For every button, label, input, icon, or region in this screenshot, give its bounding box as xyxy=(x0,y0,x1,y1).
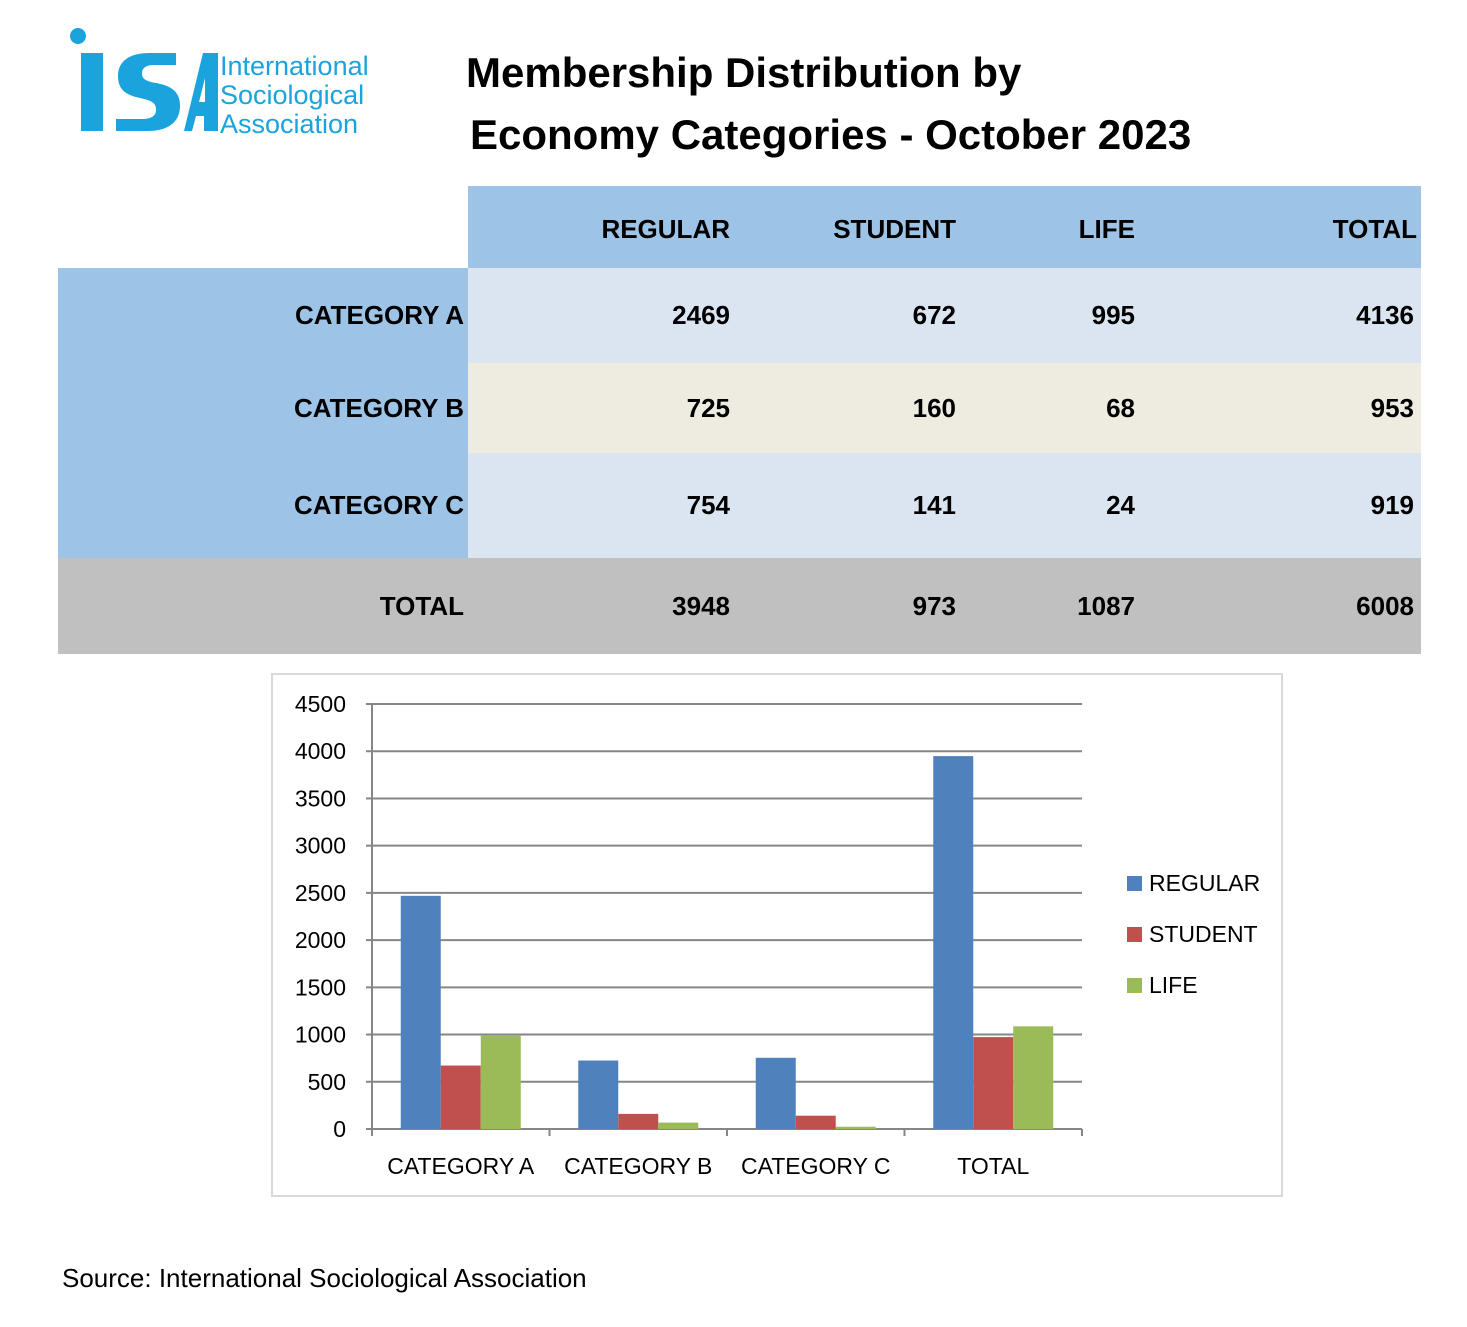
header-total: TOTAL xyxy=(1332,213,1417,244)
cell-total: 4136 xyxy=(1356,300,1414,330)
cell-regular: 2469 xyxy=(672,300,730,330)
header-background xyxy=(468,186,1421,268)
cell-regular: 725 xyxy=(686,392,730,423)
logo-line-3: Association xyxy=(220,109,359,139)
isa-logo-mark xyxy=(70,28,218,131)
row-label: CATEGORY B xyxy=(294,392,464,423)
legend-label: LIFE xyxy=(1149,972,1198,998)
cell-student: 973 xyxy=(912,590,956,621)
header-student: STUDENT xyxy=(833,213,956,244)
bar-regular xyxy=(578,1060,619,1129)
cell-life: 68 xyxy=(1106,392,1135,423)
cell-life: 1087 xyxy=(1077,590,1135,621)
legend-label: STUDENT xyxy=(1149,921,1258,947)
isa-logo-wordmark: International Sociological Association xyxy=(220,52,369,139)
bar-life xyxy=(658,1122,699,1129)
bar-life xyxy=(1013,1026,1054,1129)
source-note: Source: International Sociological Assoc… xyxy=(62,1263,587,1293)
y-tick-label: 3500 xyxy=(295,785,346,811)
cell-total: 6008 xyxy=(1356,590,1414,621)
x-tick-label: CATEGORY B xyxy=(564,1153,712,1179)
legend-swatch xyxy=(1127,978,1142,993)
logo-line-1: International xyxy=(220,51,369,81)
bar-regular xyxy=(755,1057,796,1129)
x-tick-label: CATEGORY A xyxy=(387,1153,535,1179)
cell-total: 953 xyxy=(1370,392,1414,423)
chart-frame: 0 500 1000 1500 2000 2500 3000 3500 4000 4500 CATE… xyxy=(271,673,1283,1197)
row-background xyxy=(468,268,1421,363)
y-tick-label: 4500 xyxy=(295,691,346,717)
legend-item: STUDENT xyxy=(1127,921,1258,948)
logo-line-2: Sociological xyxy=(220,80,365,110)
y-tick-label: 1000 xyxy=(295,1022,346,1048)
title-line-2: Economy Categories - October 2023 xyxy=(470,111,1192,158)
header-life: LIFE xyxy=(1078,213,1135,244)
bar-student xyxy=(795,1115,836,1129)
cell-student: 141 xyxy=(912,490,956,520)
bar-regular xyxy=(400,895,441,1129)
y-tick-label: 2000 xyxy=(295,927,346,953)
cell-regular: 3948 xyxy=(672,590,730,621)
table-total-row: TOTAL 3948 973 1087 6008 xyxy=(58,558,1421,654)
bar-student xyxy=(973,1037,1014,1129)
x-tick-label: TOTAL xyxy=(957,1153,1029,1179)
cell-student: 672 xyxy=(912,300,956,330)
bar-life xyxy=(835,1126,876,1129)
bar-student xyxy=(440,1065,481,1129)
legend-swatch xyxy=(1127,876,1142,891)
row-label: TOTAL xyxy=(379,590,464,621)
x-tick-label: CATEGORY C xyxy=(741,1153,891,1179)
y-tick-label: 500 xyxy=(308,1069,346,1095)
y-tick-label: 4000 xyxy=(295,738,346,764)
row-background xyxy=(468,363,1421,453)
bar-life xyxy=(480,1035,521,1129)
cell-life: 995 xyxy=(1091,300,1135,330)
table-row: CATEGORY C 754 141 24 919 xyxy=(58,453,1421,558)
row-label: CATEGORY C xyxy=(294,490,464,520)
bar-regular xyxy=(933,756,974,1129)
row-background xyxy=(468,453,1421,558)
y-tick-label: 2500 xyxy=(295,880,346,906)
cell-regular: 754 xyxy=(686,490,730,520)
table-row: CATEGORY B 725 160 68 953 xyxy=(58,363,1421,453)
header-regular: REGULAR xyxy=(601,213,730,244)
legend-item: LIFE xyxy=(1127,972,1198,999)
bar-chart: 0 500 1000 1500 2000 2500 3000 3500 4000 4500 CATE… xyxy=(295,691,1083,1179)
row-label: CATEGORY A xyxy=(294,300,464,330)
y-tick-label: 1500 xyxy=(295,974,346,1000)
isa-logo: International Sociological Association xyxy=(68,26,428,146)
cell-student: 160 xyxy=(912,392,956,423)
y-tick-label: 3000 xyxy=(295,833,346,859)
table-header-row: REGULAR STUDENT LIFE TOTAL xyxy=(58,186,1421,268)
y-tick-label: 0 xyxy=(333,1116,346,1142)
bar-student xyxy=(618,1113,659,1129)
row-label-background xyxy=(58,268,468,558)
legend-swatch xyxy=(1127,927,1142,942)
page-title: Membership Distribution by Economy Categ… xyxy=(466,42,1191,166)
cell-life: 24 xyxy=(1106,490,1135,520)
cell-total: 919 xyxy=(1370,490,1414,520)
legend-item: REGULAR xyxy=(1127,870,1260,897)
title-line-1: Membership Distribution by xyxy=(466,49,1022,96)
legend-label: REGULAR xyxy=(1149,870,1261,896)
table-row: CATEGORY A 2469 672 995 4136 xyxy=(58,268,1421,363)
